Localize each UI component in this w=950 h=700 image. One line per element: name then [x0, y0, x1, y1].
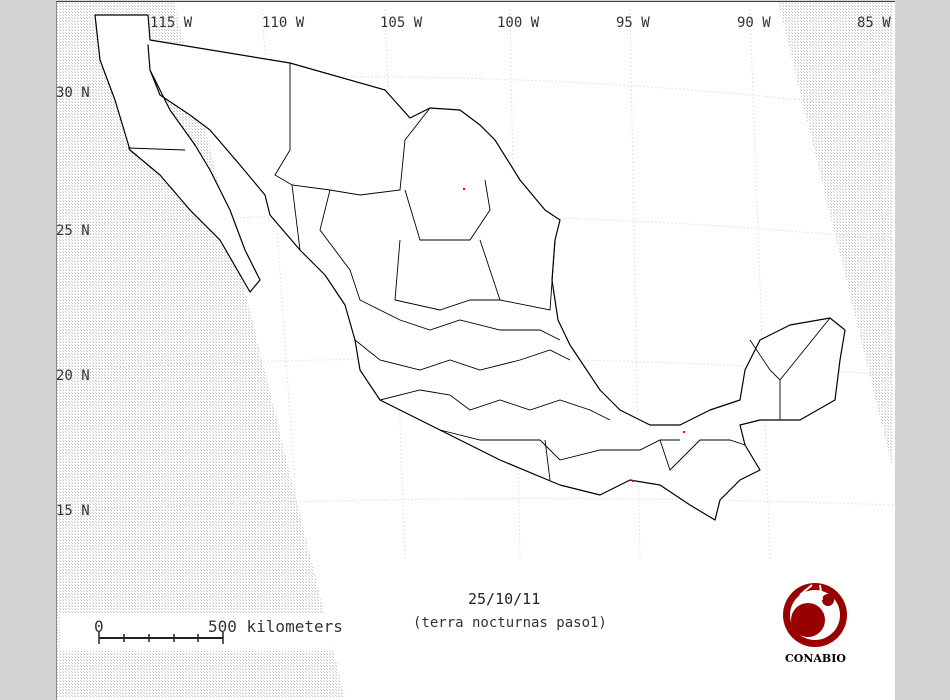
fire-point	[683, 431, 685, 433]
scale-end-label: 500 kilometers	[208, 617, 343, 636]
latitude-label: 25 N	[56, 223, 90, 239]
longitude-label: 90 W	[737, 15, 771, 31]
longitude-label: 100 W	[497, 15, 540, 31]
mexico-outline	[94, 14, 846, 521]
map-date: 25/10/11	[468, 590, 541, 608]
fire-points	[463, 188, 685, 482]
longitude-label: 105 W	[380, 15, 423, 31]
scale-start-label: 0	[94, 617, 104, 636]
scale-bar	[98, 632, 224, 644]
longitude-label: 95 W	[616, 15, 650, 31]
conabio-logo	[783, 583, 847, 647]
scale-bar-background	[60, 613, 332, 651]
latitude-label: 20 N	[56, 368, 90, 384]
logo-text: CONABIO	[785, 652, 846, 665]
longitude-label: 85 W	[857, 15, 891, 31]
longitude-label: 115 W	[150, 15, 193, 31]
state-boundaries	[127, 63, 831, 481]
fire-point	[463, 188, 465, 190]
map-subtitle: (terra nocturnas paso1)	[413, 615, 607, 631]
longitude-label: 110 W	[262, 15, 305, 31]
no-data-swath-right	[778, 2, 893, 470]
latitude-label: 30 N	[56, 85, 90, 101]
latitude-label: 15 N	[56, 503, 90, 519]
fire-point	[632, 480, 634, 482]
no-data-swath-left	[57, 2, 345, 698]
